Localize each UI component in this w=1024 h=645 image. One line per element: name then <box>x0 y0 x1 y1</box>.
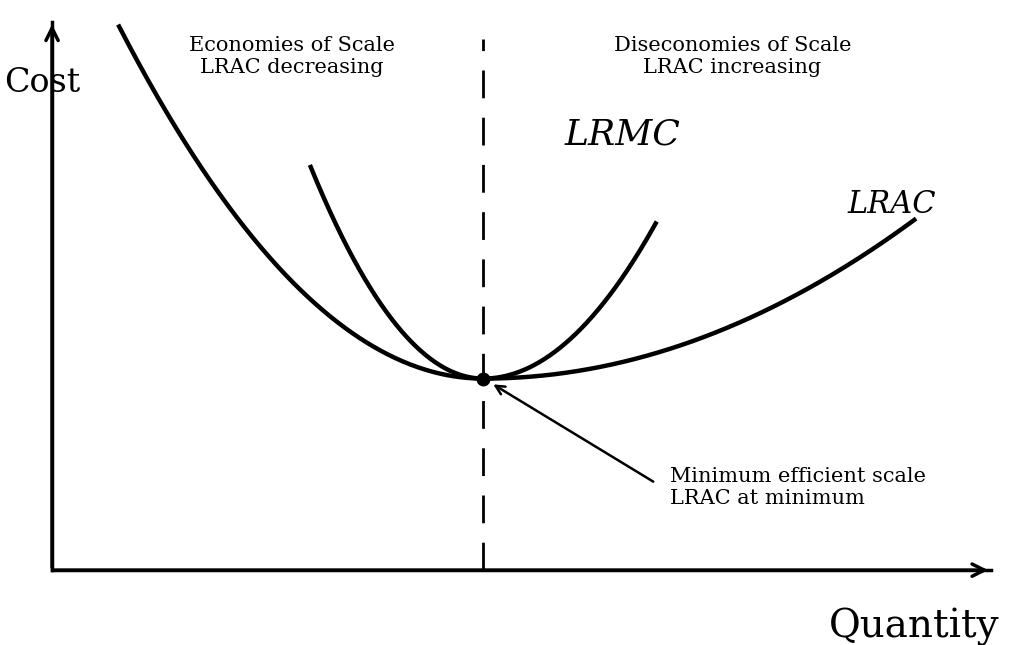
Text: Quantity: Quantity <box>829 608 999 645</box>
Text: Diseconomies of Scale
LRAC increasing: Diseconomies of Scale LRAC increasing <box>613 36 851 77</box>
Text: Economies of Scale
LRAC decreasing: Economies of Scale LRAC decreasing <box>188 36 394 77</box>
Text: LRAC: LRAC <box>847 189 936 220</box>
Text: LRMC: LRMC <box>564 118 681 152</box>
Text: Minimum efficient scale
LRAC at minimum: Minimum efficient scale LRAC at minimum <box>670 467 926 508</box>
Text: Cost: Cost <box>4 66 81 99</box>
